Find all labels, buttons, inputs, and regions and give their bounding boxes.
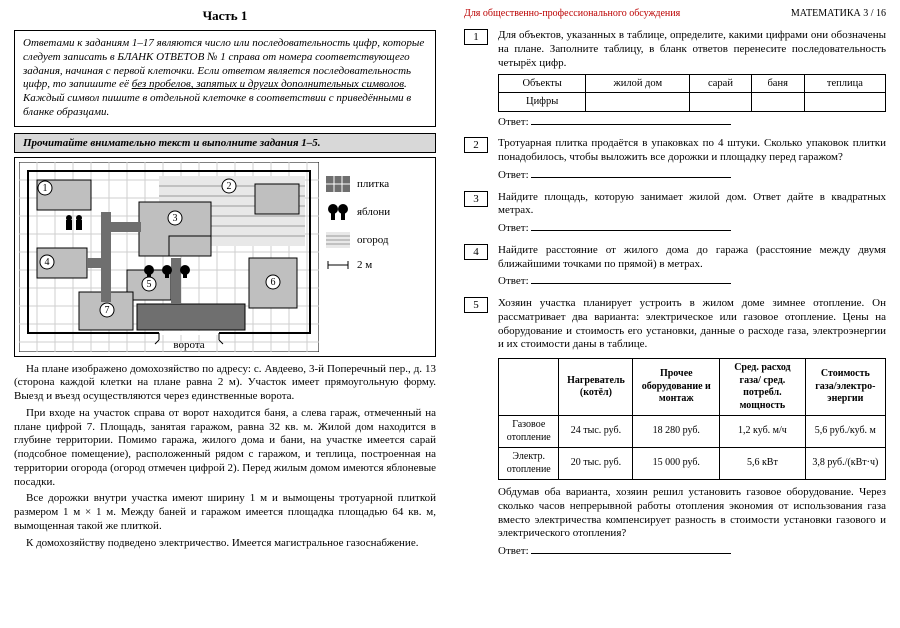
page-header: Для общественно-профессионального обсужд… xyxy=(464,8,886,19)
plan-legend: плитка яблони огород 2 м xyxy=(325,162,390,352)
table-row: Газовое отопление 24 тыс. руб. 18 280 ру… xyxy=(499,416,886,448)
task-body: Хозяин участка планирует устроить в жило… xyxy=(498,297,886,559)
instructions-box: Ответами к заданиям 1–17 являются число … xyxy=(14,30,436,127)
right-page: Для общественно-профессионального обсужд… xyxy=(450,0,900,628)
legend-scale-label: 2 м xyxy=(357,259,372,271)
gate-label: ворота xyxy=(173,339,204,351)
task-number: 1 xyxy=(464,29,488,45)
hatch-icon xyxy=(325,232,351,248)
left-page: Часть 1 Ответами к заданиям 1–17 являютс… xyxy=(0,0,450,628)
task-3: 3 Найдите площадь, которую занимает жило… xyxy=(464,191,886,236)
task-2: 2 Тротуарная плитка продаётся в упаковка… xyxy=(464,137,886,182)
svg-text:6: 6 xyxy=(271,277,276,288)
task-number: 3 xyxy=(464,191,488,207)
paragraph: К домохозяйству подведено электричество.… xyxy=(14,537,436,551)
task-text: Хозяин участка планирует устроить в жило… xyxy=(498,297,886,352)
task-after-text: Обдумав оба варианта, хозяин решил устан… xyxy=(498,486,886,541)
svg-text:1: 1 xyxy=(43,183,48,194)
svg-text:3: 3 xyxy=(173,213,178,224)
task-body: Найдите площадь, которую занимает жилой … xyxy=(498,191,886,236)
tile-icon xyxy=(325,176,351,192)
legend-tile-label: плитка xyxy=(357,178,389,190)
legend-apple: яблони xyxy=(325,202,390,222)
table-row: Нагреватель (котёл) Прочее оборудование … xyxy=(499,359,886,416)
task-body: Для объектов, указанных в таблице, опред… xyxy=(498,29,886,129)
task-body: Найдите расстояние от жилого дома до гар… xyxy=(498,244,886,289)
plan-svg: 1 2 3 4 5 6 7 ворота xyxy=(19,162,319,352)
read-bar: Прочитайте внимательно текст и выполните… xyxy=(14,133,436,153)
task-text: Для объектов, указанных в таблице, опред… xyxy=(498,29,886,70)
answer-line[interactable]: Ответ: xyxy=(498,116,886,130)
legend-scale: 2 м xyxy=(325,258,390,272)
task-number: 2 xyxy=(464,137,488,153)
task-4: 4 Найдите расстояние от жилого дома до г… xyxy=(464,244,886,289)
task-5: 5 Хозяин участка планирует устроить в жи… xyxy=(464,297,886,559)
svg-text:2: 2 xyxy=(227,181,232,192)
scale-icon xyxy=(325,258,351,272)
site-plan: 1 2 3 4 5 6 7 ворота плитка яблон xyxy=(14,157,436,357)
answer-line[interactable]: Ответ: xyxy=(498,275,886,289)
table-row: Электр. отопление 20 тыс. руб. 15 000 ру… xyxy=(499,448,886,480)
task-text: Тротуарная плитка продаётся в упаковках … xyxy=(498,137,886,165)
paragraph: Все дорожки внутри участка имеют ширину … xyxy=(14,492,436,533)
task-body: Тротуарная плитка продаётся в упаковках … xyxy=(498,137,886,182)
legend-garden-label: огород xyxy=(357,234,389,246)
task-number: 5 xyxy=(464,297,488,313)
paragraph: При входе на участок справа от ворот нах… xyxy=(14,407,436,490)
heating-table: Нагреватель (котёл) Прочее оборудование … xyxy=(498,358,886,480)
page-label: МАТЕМАТИКА 3 / 16 xyxy=(791,8,886,19)
task-text: Найдите площадь, которую занимает жилой … xyxy=(498,191,886,219)
disclaimer: Для общественно-профессионального обсужд… xyxy=(464,8,680,19)
objects-table: Объекты жилой дом сарай баня теплица Циф… xyxy=(498,74,886,111)
answer-line[interactable]: Ответ: xyxy=(498,545,886,559)
legend-apple-label: яблони xyxy=(357,206,390,218)
svg-text:4: 4 xyxy=(45,257,50,268)
part-title: Часть 1 xyxy=(14,8,436,24)
paragraph: На плане изображено домохозяйство по адр… xyxy=(14,363,436,404)
answer-line[interactable]: Ответ: xyxy=(498,169,886,183)
description-text: На плане изображено домохозяйство по адр… xyxy=(14,363,436,551)
table-row: Объекты жилой дом сарай баня теплица xyxy=(499,75,886,93)
svg-text:5: 5 xyxy=(147,279,152,290)
table-row: Цифры xyxy=(499,93,886,111)
answer-line[interactable]: Ответ: xyxy=(498,222,886,236)
task-1: 1 Для объектов, указанных в таблице, опр… xyxy=(464,29,886,129)
task-text: Найдите расстояние от жилого дома до гар… xyxy=(498,244,886,272)
svg-text:7: 7 xyxy=(105,305,110,316)
task-number: 4 xyxy=(464,244,488,260)
tree-icon xyxy=(325,202,351,222)
legend-garden: огород xyxy=(325,232,390,248)
legend-tile: плитка xyxy=(325,176,390,192)
